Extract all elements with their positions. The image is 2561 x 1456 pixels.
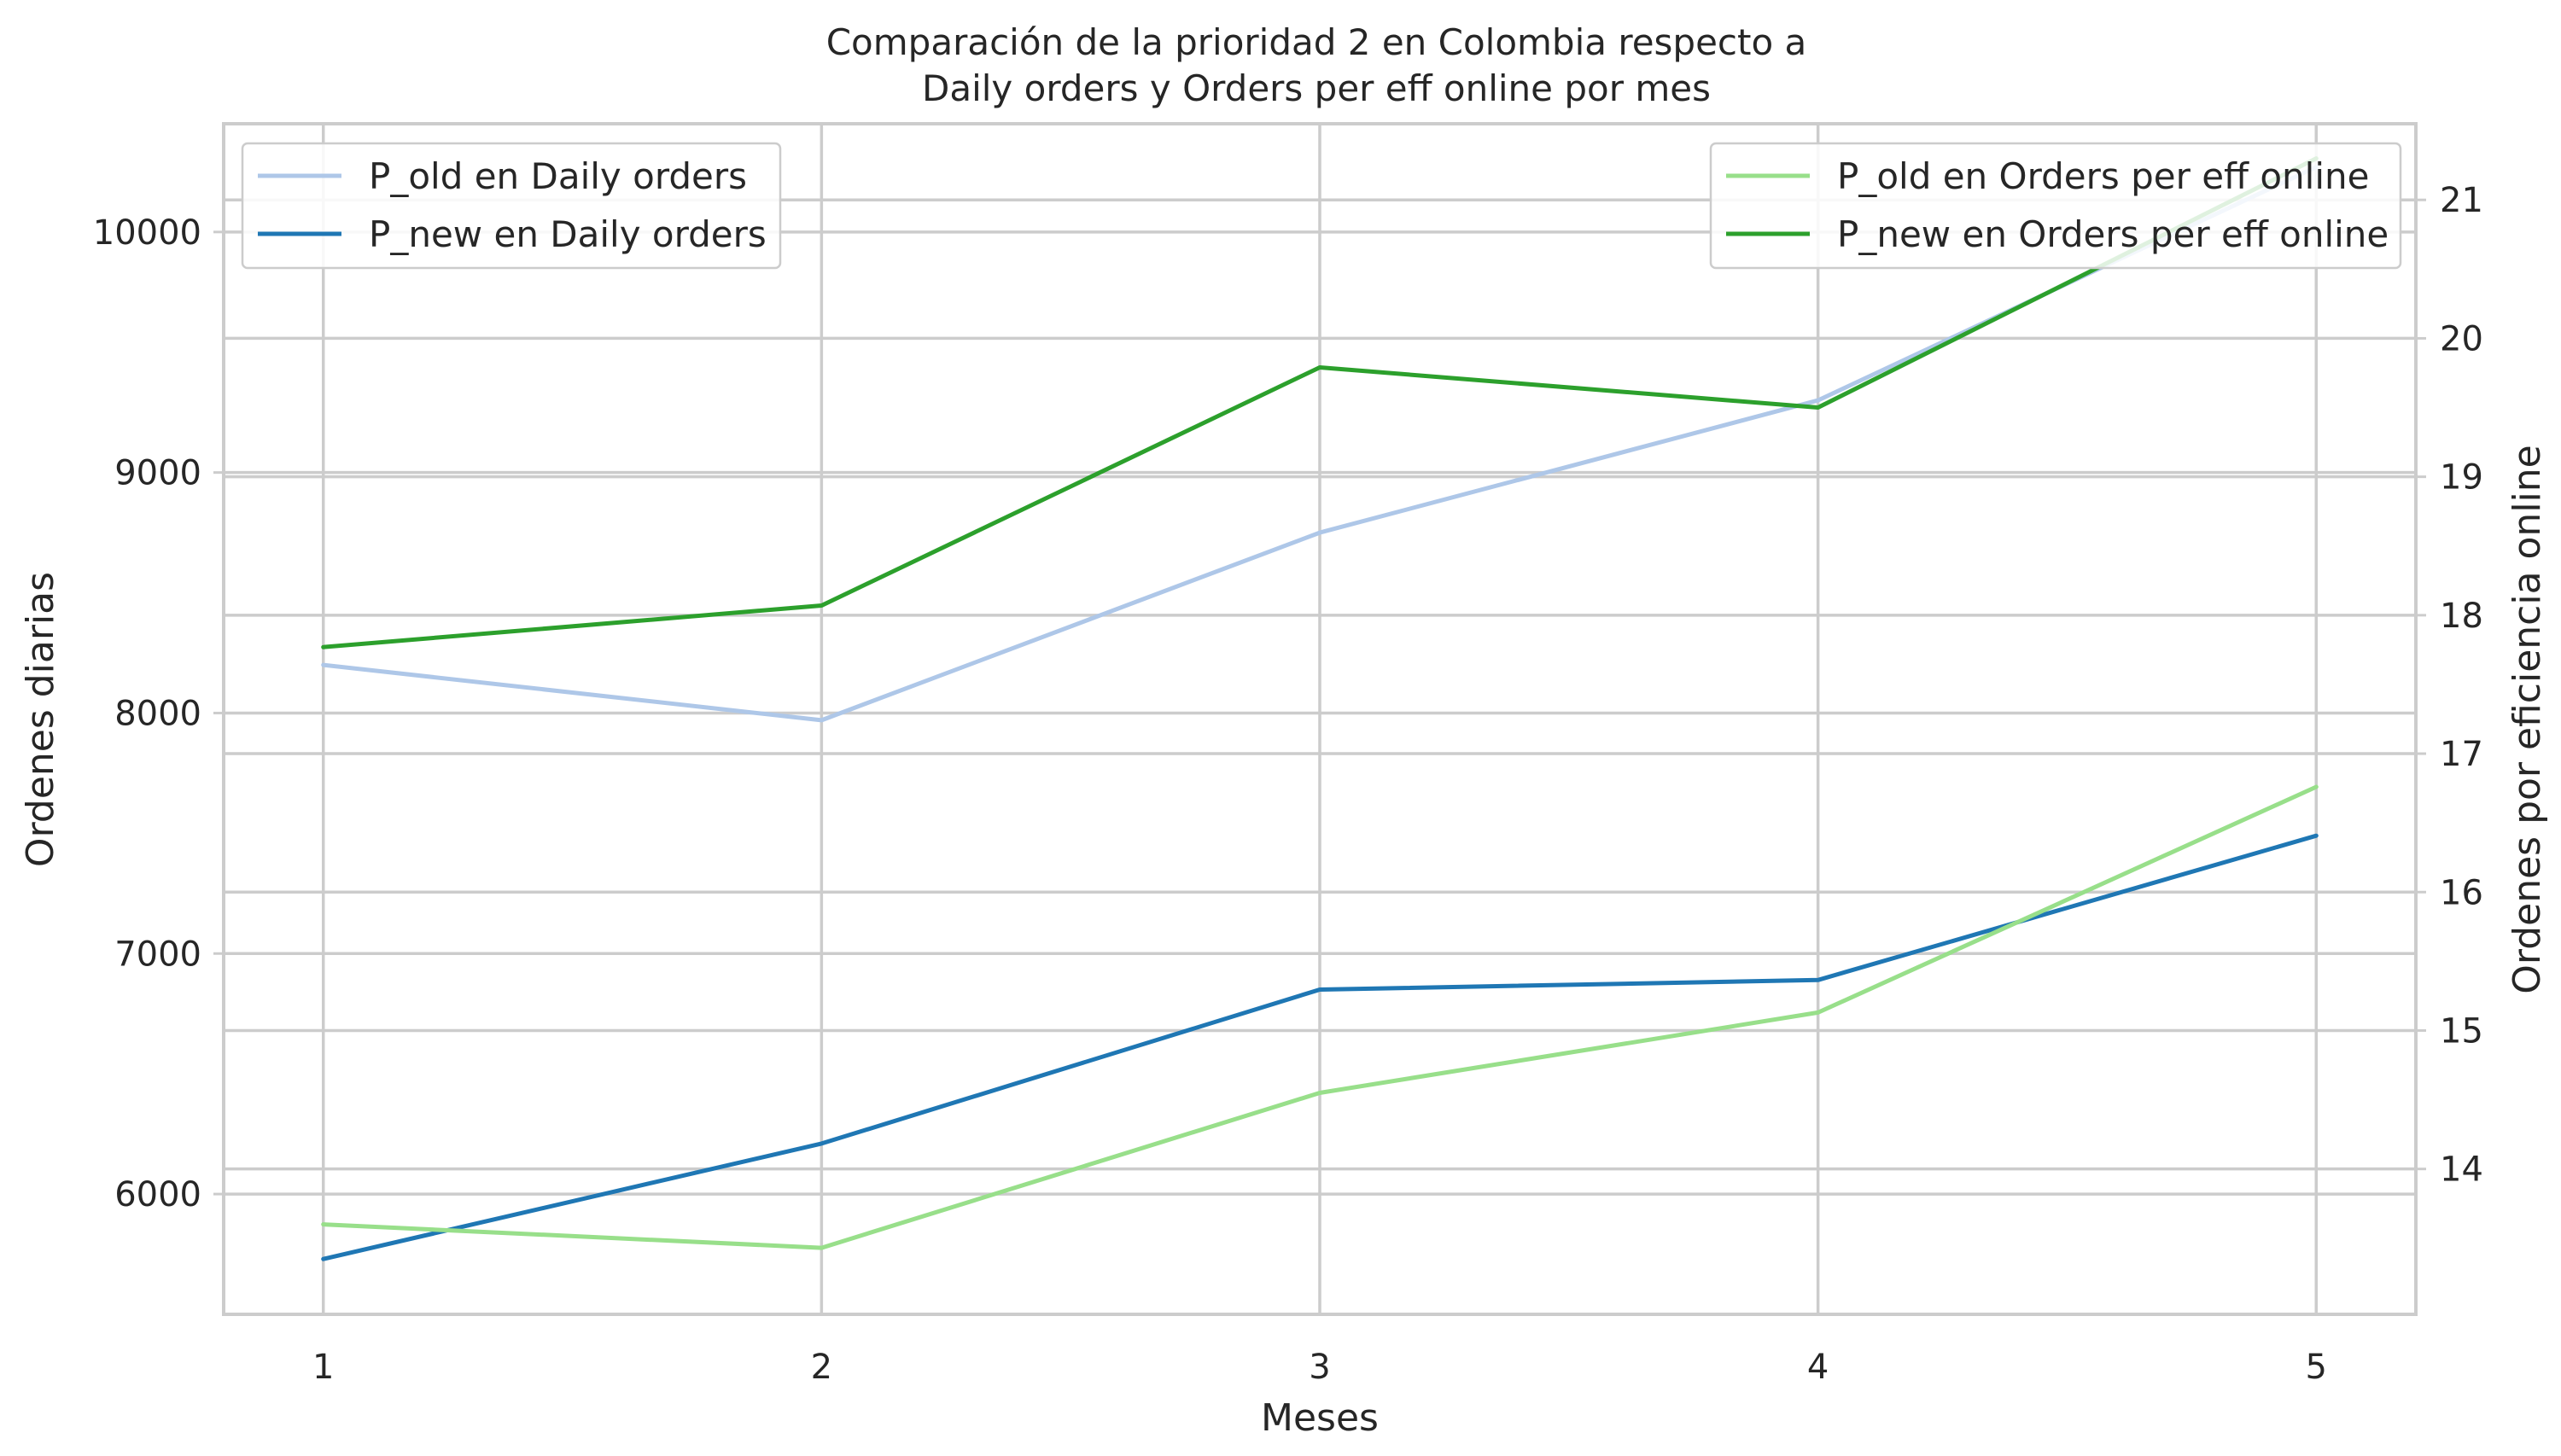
chart-title-line2: Daily orders y Orders per eff online por… — [922, 67, 1711, 109]
legend-label-p-new-orders-per-eff: P_new en Orders per eff online — [1837, 213, 2389, 255]
x-tick-label: 5 — [2306, 1348, 2327, 1387]
left-y-tick-label: 6000 — [114, 1175, 201, 1214]
right-y-tick-label: 19 — [2440, 458, 2483, 498]
y-axis-label-right: Ordenes por eficiencia online — [2506, 445, 2549, 993]
series-line-p-new-en-daily-orders — [321, 833, 2319, 1261]
left-y-tick-label: 10000 — [93, 213, 201, 253]
x-axis-label: Meses — [1261, 1396, 1379, 1440]
x-tick-label: 2 — [811, 1348, 832, 1387]
lines-layer — [321, 156, 2319, 1261]
plot-frame — [222, 122, 2418, 1316]
legend-left: P_old en Daily orders P_new en Daily ord… — [241, 142, 782, 270]
left-y-tick-label: 8000 — [114, 694, 201, 733]
right-y-tick-label: 18 — [2440, 597, 2483, 636]
legend-left-box — [241, 142, 782, 270]
legend-right: P_old en Orders per eff online P_new en … — [1709, 142, 2402, 270]
x-tick-label: 1 — [312, 1348, 334, 1387]
right-y-tick-label: 14 — [2440, 1150, 2483, 1190]
left-y-tick-label: 9000 — [114, 454, 201, 493]
legend-right-box — [1709, 142, 2402, 270]
left-y-tick-labels: 6000 7000 8000 9000 10000 — [93, 213, 201, 1214]
grid-layer — [213, 124, 2426, 1314]
y-axis-label-left: Ordenes diarias — [19, 572, 62, 867]
right-y-tick-label: 15 — [2440, 1011, 2483, 1051]
legend-label-p-new-daily-orders: P_new en Daily orders — [369, 213, 767, 255]
right-y-tick-label: 21 — [2440, 181, 2483, 220]
legend-label-p-old-orders-per-eff: P_old en Orders per eff online — [1837, 155, 2369, 197]
series-line-p-old-en-orders-per-eff-online — [321, 784, 2319, 1250]
x-tick-labels: 1 2 3 4 5 — [312, 1348, 2327, 1387]
left-y-tick-label: 7000 — [114, 935, 201, 974]
x-tick-label: 4 — [1807, 1348, 1829, 1387]
legend-label-p-old-daily-orders: P_old en Daily orders — [369, 155, 747, 197]
right-y-tick-label: 20 — [2440, 319, 2483, 358]
series-line-p-new-en-orders-per-eff-online — [321, 156, 2319, 649]
chart-title-line1: Comparación de la prioridad 2 en Colombi… — [826, 21, 1807, 63]
x-tick-label: 3 — [1309, 1348, 1330, 1387]
right-y-tick-label: 17 — [2440, 735, 2483, 774]
right-y-tick-labels: 14 15 16 17 18 19 20 21 — [2440, 181, 2483, 1189]
right-y-tick-label: 16 — [2440, 873, 2483, 912]
